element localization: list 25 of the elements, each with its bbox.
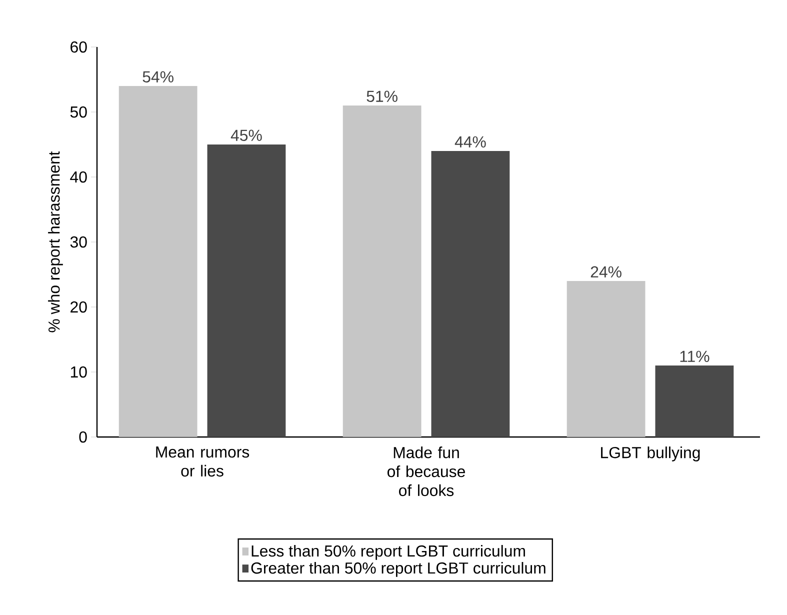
bar [207, 144, 286, 437]
y-tick-label: 60 [70, 41, 87, 53]
bar [655, 366, 734, 437]
legend-label: Less than 50% report LGBT curriculum [252, 544, 525, 560]
data-label: 44% [454, 136, 486, 148]
bar [566, 280, 646, 437]
data-label: 24% [590, 266, 622, 278]
y-tick-label: 20 [70, 301, 87, 313]
x-tick-label: Mean rumors or lies [156, 446, 250, 477]
y-tick-label: 0 [79, 431, 87, 443]
data-label: 51% [366, 90, 398, 102]
bar [118, 86, 198, 437]
data-label: 54% [142, 71, 174, 82]
y-tick-label: 10 [70, 366, 87, 378]
data-label: 11% [680, 350, 710, 362]
bar [342, 105, 422, 437]
legend-label: Greater than 50% report LGBT curriculum [251, 562, 546, 577]
y-tick-label: 50 [70, 106, 87, 118]
y-axis-title: % who report harassment [48, 151, 63, 332]
x-tick-label: LGBT bullying [601, 446, 700, 462]
y-tick-label: 40 [70, 171, 87, 183]
y-tick-label: 30 [70, 236, 87, 248]
bar [431, 150, 510, 437]
x-tick-label: Made fun of because of looks [388, 446, 465, 496]
data-label: 45% [230, 130, 262, 141]
